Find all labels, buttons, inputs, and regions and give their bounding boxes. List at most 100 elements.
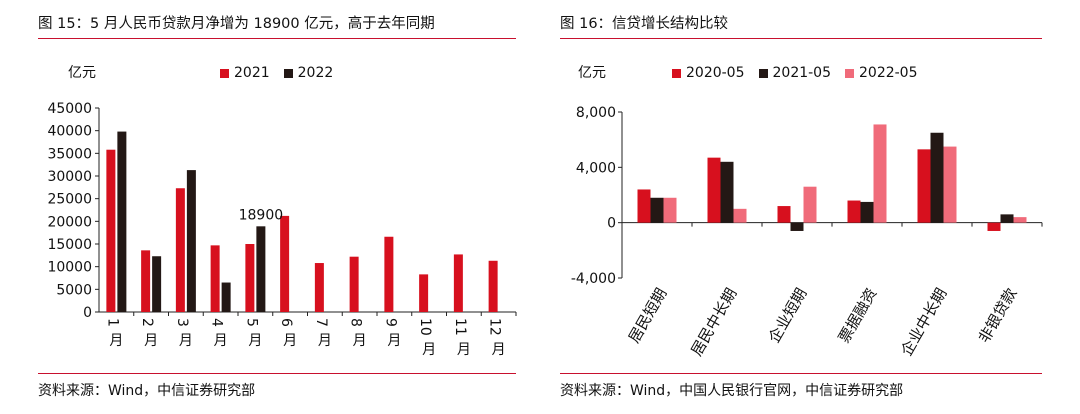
y-tick-label: 45000 (47, 101, 92, 117)
x-tick-label: 1 (104, 318, 120, 327)
bar-2021 (453, 254, 463, 312)
bar-2020-05 (637, 189, 651, 223)
x-tick-label-unit: 月 (422, 342, 436, 358)
figure-title: 图 15：5 月人民币贷款月净增为 18900 亿元，高于去年同期 (38, 16, 435, 32)
bar-2021-05 (720, 161, 734, 223)
source-note: 资料来源：Wind，中信证券研究部 (38, 383, 256, 399)
legend-label-2021: 2021 (234, 65, 270, 81)
legend-item-2022: 2022 (283, 65, 334, 81)
y-tick-label: 20000 (47, 214, 92, 230)
bar-2020-05 (707, 157, 721, 223)
legend-swatch-2022 (283, 68, 293, 78)
x-tick-label-unit: 月 (214, 333, 228, 349)
bar-2020-05 (917, 149, 931, 223)
x-tick-label: 8 (348, 318, 364, 327)
title-divider (560, 38, 1042, 39)
bar-2020-05 (987, 222, 1001, 231)
y-tick-label: 10000 (47, 260, 92, 276)
bar-2021 (488, 260, 498, 312)
legend: 2020-05 2021-05 2022-05 (672, 65, 918, 81)
x-tick-label-unit: 月 (457, 342, 471, 358)
x-tick-label: 居民短期 (625, 285, 671, 346)
y-tick-label: 30000 (47, 169, 92, 185)
bar-2021-05 (650, 197, 664, 223)
x-tick-label: 3 (174, 318, 190, 327)
title-divider (38, 38, 516, 39)
bar-2022 (117, 131, 127, 312)
legend-label-2022: 2022 (297, 65, 334, 81)
x-tick-label-number: 12 (487, 318, 503, 336)
source-divider (38, 373, 516, 374)
x-tick-label: 5 (243, 318, 259, 327)
bar-2022-05 (943, 146, 957, 223)
figure-title: 图 16：信贷增长结构比较 (560, 16, 729, 32)
x-tick-label: 非银贷款 (975, 285, 1021, 346)
legend-label-2021-05: 2021-05 (772, 65, 832, 81)
bar-2021 (245, 244, 255, 312)
x-tick-label: 4 (209, 318, 225, 327)
x-tick-label-unit: 月 (318, 333, 332, 349)
bar-2021 (141, 250, 151, 312)
bar-2022 (152, 256, 162, 312)
x-tick-label-number: 9 (382, 318, 398, 327)
legend-item-2020-05: 2020-05 (672, 65, 745, 81)
credit-structure-chart: -4,000 0 4,000 8,000 居民短期 居民中长期 企业短期 票据融资 企业中长期非… (571, 105, 1043, 359)
x-tick-label: 9 (382, 318, 398, 327)
x-tick-label-number: 4 (209, 318, 225, 327)
y-tick-label: 25000 (47, 192, 92, 208)
x-tick-label-number: 7 (313, 318, 329, 327)
bar-2022-05 (873, 124, 887, 223)
x-tick-label: 企业中长期 (897, 285, 950, 359)
bar-2022 (186, 170, 196, 312)
x-tick-label-number: 11 (452, 318, 468, 336)
legend-item-2022-05: 2022-05 (845, 65, 918, 81)
y-tick-label: 15000 (47, 237, 92, 253)
x-tick-label-number: 10 (417, 318, 433, 336)
y-tick-label: 8,000 (576, 105, 616, 121)
source-divider (560, 373, 1042, 374)
bar-2020-05 (847, 200, 861, 223)
legend-label-2020-05: 2020-05 (686, 65, 745, 81)
bar-2021 (210, 245, 220, 312)
figure-15: 图 15：5 月人民币贷款月净增为 18900 亿元，高于去年同期 亿元 202… (38, 0, 517, 414)
legend-item-2021: 2021 (220, 65, 270, 81)
legend-item-2021-05: 2021-05 (758, 65, 832, 81)
y-tick-label: 40000 (47, 124, 92, 140)
x-tick-label-unit: 月 (492, 342, 506, 358)
y-unit-label: 亿元 (68, 65, 96, 81)
x-tick-label: 11 (452, 318, 468, 336)
y-tick-label: 35000 (47, 146, 92, 162)
x-tick-label-unit: 月 (144, 333, 158, 349)
x-tick-label-number: 8 (348, 318, 364, 327)
bar-2022-05 (1013, 217, 1027, 223)
bar-2022-05 (733, 208, 747, 223)
source-note: 资料来源：Wind，中国人民银行官网，中信证券研究部 (560, 383, 904, 399)
legend-swatch-2022-05 (845, 68, 854, 78)
x-tick-label-unit: 月 (248, 333, 262, 349)
bar-2021 (384, 236, 394, 312)
bar-2021 (175, 188, 185, 312)
bar-2021-05 (860, 201, 874, 223)
x-tick-label-unit: 月 (109, 333, 123, 349)
x-tick-label: 2 (139, 318, 155, 327)
x-tick-label-number: 2 (139, 318, 155, 327)
legend: 2021 2022 (220, 65, 333, 81)
monthly-loans-chart: 0 5000 10000 15000 20000 25000 30000 35000 40000… (47, 101, 517, 358)
y-tick-label: -4,000 (571, 271, 616, 287)
legend-swatch-2020-05 (672, 68, 681, 78)
data-label-18900: 18900 (239, 207, 284, 223)
legend-swatch-2021-05 (758, 68, 768, 78)
y-tick-label: 0 (83, 305, 92, 321)
bar-2021 (106, 149, 116, 312)
x-tick-label: 6 (278, 318, 294, 327)
x-tick-label-unit: 月 (387, 333, 401, 349)
x-tick-label-number: 1 (104, 318, 120, 327)
x-tick-label-number: 3 (174, 318, 190, 327)
bar-2021 (314, 263, 324, 312)
x-tick-label: 7 (313, 318, 329, 327)
x-tick-label: 企业短期 (765, 285, 811, 346)
y-tick-label: 4,000 (576, 160, 616, 176)
bar-2021 (349, 256, 359, 312)
bar-2021 (419, 274, 429, 312)
bar-2022-05 (663, 197, 677, 223)
